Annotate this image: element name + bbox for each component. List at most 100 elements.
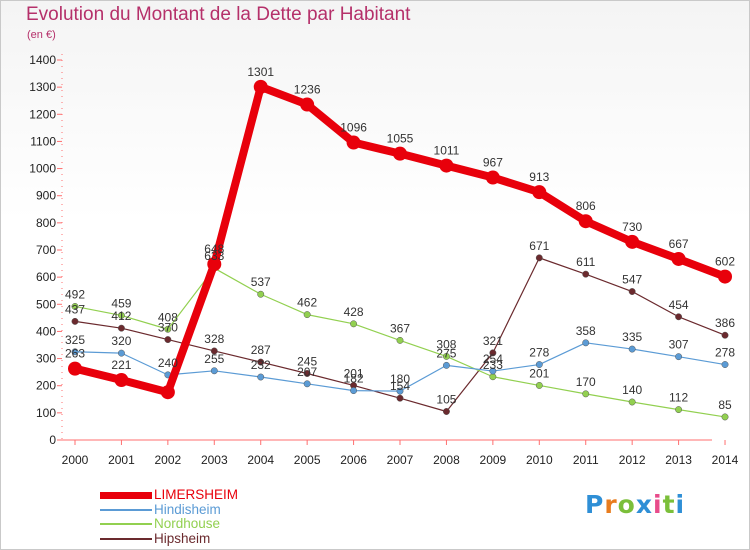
data-label: 454 (669, 298, 689, 312)
data-point (257, 358, 265, 366)
x-tick-label: 2005 (294, 453, 321, 467)
y-tick-label: 100 (36, 406, 56, 420)
data-point (210, 367, 218, 375)
data-point (675, 353, 683, 361)
data-point (114, 373, 129, 388)
data-label: 221 (111, 358, 131, 372)
data-label: 611 (576, 255, 595, 269)
legend-swatch (100, 523, 152, 525)
data-point (346, 135, 361, 150)
x-tick-label: 2011 (573, 453, 599, 467)
data-label: 1236 (294, 83, 321, 97)
x-tick-label: 2006 (340, 453, 367, 467)
y-tick-label: 1400 (29, 53, 56, 67)
data-point (253, 79, 268, 94)
data-label: 207 (297, 365, 317, 379)
data-point (257, 290, 265, 298)
data-point (207, 257, 222, 272)
legend-swatch (100, 537, 152, 540)
data-label: 201 (529, 366, 549, 380)
data-point (300, 97, 315, 112)
data-label: 307 (669, 338, 689, 352)
legend-label: Hipsheim (154, 530, 211, 546)
data-label: 806 (576, 199, 596, 213)
data-label: 335 (622, 330, 642, 344)
data-point (210, 347, 218, 355)
logo-letter: i (675, 490, 686, 519)
data-label: 255 (204, 352, 224, 366)
logo-letter: P (585, 490, 605, 519)
y-tick-label: 300 (36, 352, 56, 366)
data-label: 913 (529, 170, 549, 184)
data-label: 233 (483, 358, 503, 372)
data-point (721, 331, 729, 339)
logo-letter: i (653, 490, 663, 519)
data-point (350, 320, 358, 328)
data-point (442, 361, 450, 369)
y-tick-label: 400 (36, 324, 56, 338)
data-label: 537 (251, 275, 271, 289)
y-tick-label: 1200 (29, 107, 56, 121)
data-label: 428 (344, 305, 364, 319)
data-label: 671 (529, 239, 549, 253)
x-tick-label: 2003 (201, 453, 228, 467)
data-point (628, 288, 636, 295)
y-tick-label: 700 (36, 243, 56, 257)
data-label: 492 (65, 287, 85, 301)
data-point (303, 380, 311, 388)
data-point (628, 345, 636, 353)
data-point (442, 352, 450, 360)
x-tick-label: 2010 (526, 453, 553, 467)
data-label: 358 (576, 324, 596, 338)
data-label: 154 (390, 379, 410, 393)
data-label: 232 (251, 358, 271, 372)
data-point (675, 406, 683, 414)
x-tick-label: 2002 (155, 453, 182, 467)
data-point (721, 413, 729, 421)
data-label: 602 (715, 255, 735, 269)
data-point (71, 348, 79, 356)
data-label: 182 (344, 372, 364, 386)
data-label: 240 (158, 356, 178, 370)
y-tick-label: 1000 (29, 162, 56, 176)
data-label: 287 (251, 343, 271, 357)
data-point (489, 373, 497, 381)
data-point (721, 361, 729, 368)
y-tick-label: 900 (36, 189, 56, 203)
data-label: 245 (297, 355, 317, 369)
proxiti-logo: Proxiti (585, 490, 685, 519)
data-point (160, 385, 175, 400)
data-point (485, 170, 500, 185)
data-point (535, 254, 543, 262)
data-label: 648 (204, 242, 224, 256)
y-tick-label: 1100 (30, 134, 56, 148)
x-tick-label: 2009 (480, 453, 507, 467)
data-label: 633 (204, 249, 224, 263)
data-label: 278 (715, 346, 735, 360)
x-tick-label: 2013 (665, 453, 692, 467)
data-point (303, 311, 311, 319)
data-label: 730 (622, 220, 642, 234)
data-label: 278 (529, 346, 549, 360)
data-label: 201 (344, 366, 364, 380)
x-tick-label: 2007 (387, 453, 414, 467)
data-label: 462 (297, 296, 317, 310)
unit-label: (en €) (27, 29, 56, 41)
data-label: 967 (483, 156, 503, 170)
data-label: 320 (111, 334, 131, 348)
data-label: 1055 (387, 132, 414, 146)
x-tick-label: 2004 (247, 453, 274, 467)
data-label: 275 (436, 346, 456, 360)
data-label: 321 (483, 334, 503, 348)
data-point (117, 311, 125, 319)
data-point (396, 394, 404, 402)
legend-swatch (100, 508, 152, 511)
x-tick-label: 2001 (108, 453, 135, 467)
data-label: 1301 (247, 65, 274, 79)
y-tick-label: 0 (49, 433, 56, 447)
x-tick-label: 2014 (712, 453, 739, 467)
data-point (68, 361, 82, 376)
data-point (442, 408, 450, 415)
data-point (439, 158, 454, 173)
